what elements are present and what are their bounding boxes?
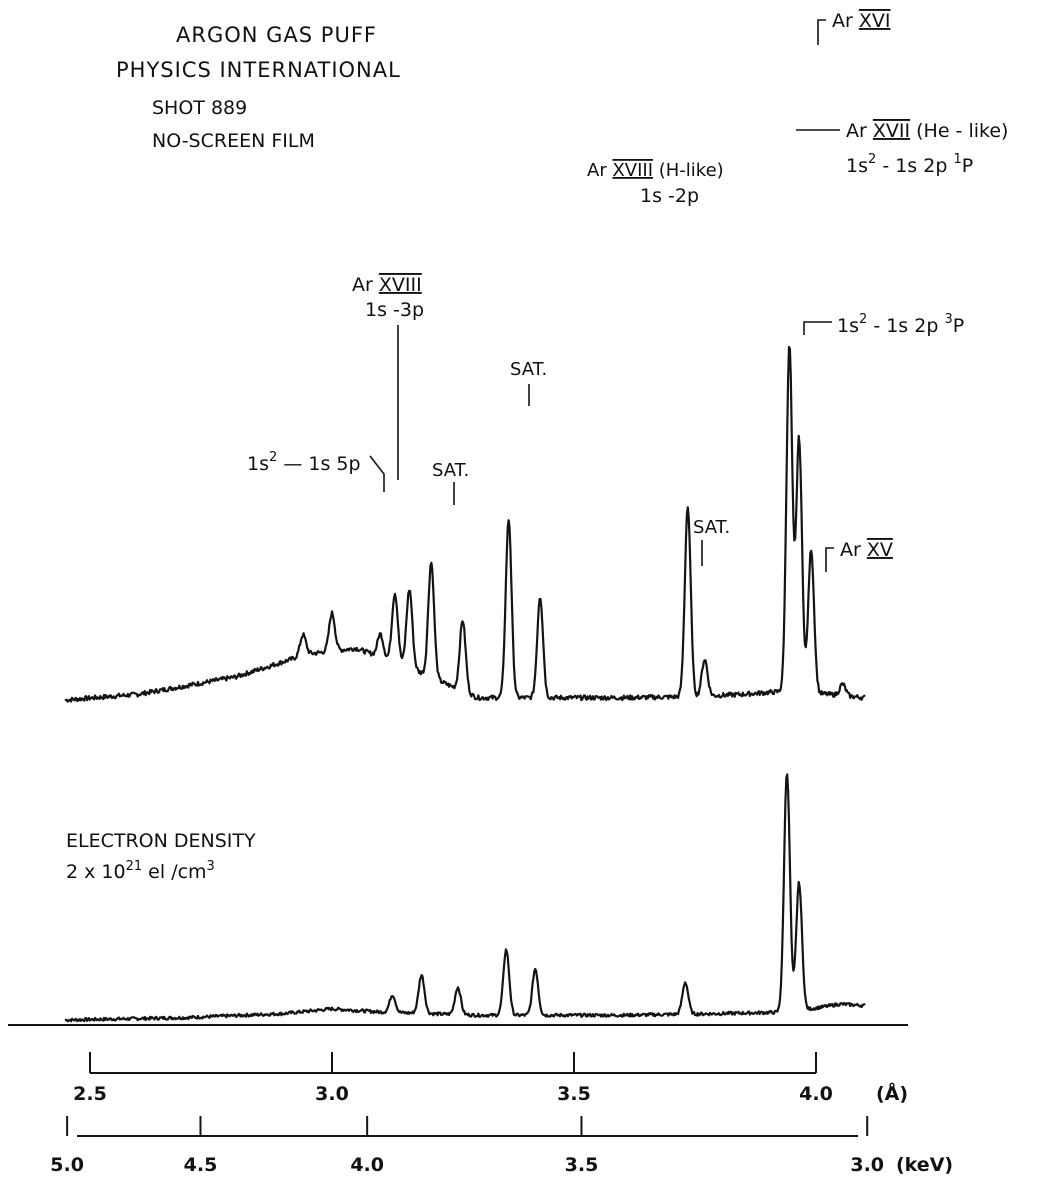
chart-title-line-1: ARGON GAS PUFF [176,23,377,47]
annotation-transition: 1s2 - 1s 2p 3P [837,312,964,337]
x-axis-wavelength-tick-label: 4.0 [799,1083,833,1105]
annotation-text: Ar XVI [832,10,890,32]
annotation-ar-xvii-5p: 1s2 — 1s 5p [247,450,385,492]
roman-numeral: XVII [873,120,910,142]
x-axis-energy-tick-label: 4.5 [184,1154,218,1176]
x-axis-wavelength: 2.5 3.0 3.5 4.0 [73,1052,833,1105]
annotation-transition: 1s2 - 1s 2p 1P [846,152,973,177]
x-axis-wavelength-tick-label: 3.5 [557,1083,591,1105]
density-label: ELECTRON DENSITY [66,830,256,852]
annotation-ar-xvii-3p: 1s2 - 1s 2p 3P [803,312,964,337]
annotation-text: Ar XVIII (H-like) [587,160,724,181]
density-unit: el /cm [142,861,206,883]
annotation-text: SAT. [510,359,547,380]
x-axis-wavelength-tick-label: 2.5 [73,1083,107,1105]
annotation-sat-2: SAT. [510,359,547,406]
density-exponent: 21 [126,859,143,874]
annotation-ar-xvii-he-like: Ar XVII (He - like) 1s2 - 1s 2p 1P [796,120,1008,177]
annotation-sat-1: SAT. [432,460,469,505]
x-axis-energy-tick-label: 5.0 [50,1154,84,1176]
annotation-pointer [369,455,385,492]
annotation-text: Ar XVIII [352,274,422,296]
roman-numeral: XVIII [379,274,422,296]
annotation-text: Ar XV [840,539,893,561]
x-axis-energy-tick-label: 4.0 [350,1154,384,1176]
annotation-transition: 1s -2p [640,185,699,207]
annotation-pointer [825,547,834,572]
x-axis-energy: 5.0 4.5 4.0 3.5 3.0 [50,1116,884,1176]
annotation-text: Ar XVII (He - like) [846,120,1008,142]
x-axis-energy-unit: (keV) [896,1154,953,1176]
annotation-transition: 1s2 — 1s 5p [247,450,361,475]
x-axis-energy-tick-label: 3.5 [565,1154,599,1176]
annotation-ar-xvi: Ar XVI [817,10,890,45]
shot-label: SHOT 889 [152,97,247,119]
annotation-pointer [817,19,826,45]
roman-numeral: XVI [859,10,891,32]
annotation-ar-xv: Ar XV [825,539,893,572]
x-axis-wavelength-unit: (Å) [876,1081,908,1105]
annotation-transition: 1s -3p [365,299,424,321]
annotation-sat-3: SAT. [693,517,730,566]
density-unit-exponent: 3 [207,859,215,874]
density-value: 2 x 1021 el /cm3 [66,859,215,883]
annotation-ar-xviii-3p: Ar XVIII 1s -3p [352,274,424,480]
x-axis-energy-tick-label: 3.0 [850,1154,884,1176]
roman-numeral: XV [867,539,893,561]
annotation-text: SAT. [693,517,730,538]
series-line-measured [64,345,866,703]
film-label: NO-SCREEN FILM [152,130,315,152]
x-axis-wavelength-tick-label: 3.0 [315,1083,349,1105]
chart-title-line-2: PHYSICS INTERNATIONAL [116,58,401,82]
series-line-calculated [64,773,866,1023]
roman-numeral: XVIII [612,160,653,181]
density-prefix: 2 x 10 [66,861,126,883]
annotation-ar-xviii-h-like: Ar XVIII (H-like) 1s -2p [587,160,724,207]
annotation-pointer [803,321,832,335]
annotation-text: SAT. [432,460,469,481]
